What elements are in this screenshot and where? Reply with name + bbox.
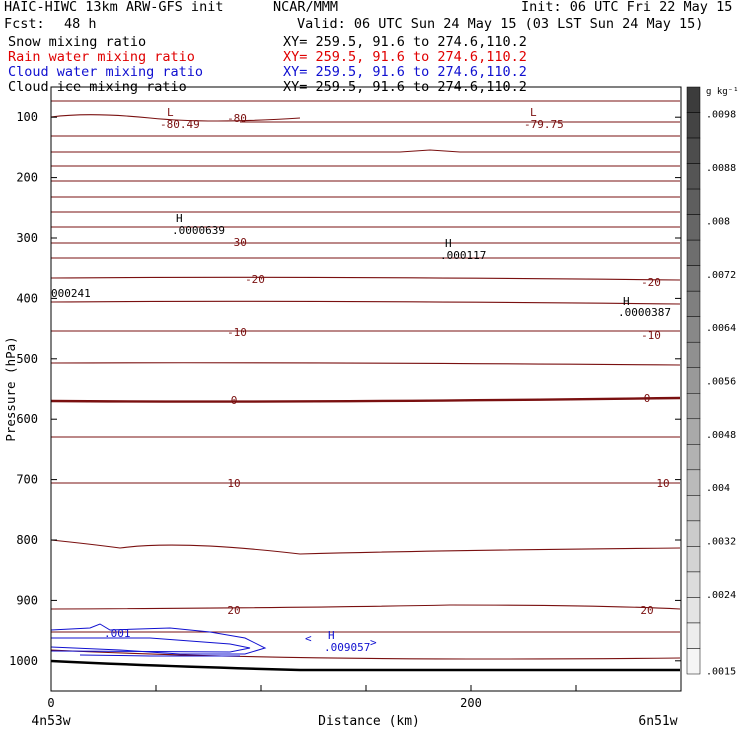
- y-tick-label: 1000: [9, 654, 38, 668]
- y-axis-title: Pressure (hPa): [3, 336, 18, 441]
- colorbar-label: .0024: [706, 590, 736, 601]
- terrain-line: [50, 659, 680, 672]
- isotherm-label: -80: [227, 112, 247, 125]
- y-tick-label: 800: [16, 533, 38, 547]
- x-axis-title: Distance (km): [318, 714, 420, 729]
- colorbar-box: [686, 495, 701, 522]
- org-label: NCAR/MMM: [273, 0, 339, 15]
- low-value: -80.49: [160, 118, 200, 131]
- colorbar-box: [686, 341, 701, 368]
- colorbar-box: [686, 418, 701, 445]
- colorbar-box: [686, 188, 701, 215]
- isotherm-label: -10: [227, 326, 247, 339]
- colorbar-label: .0064: [706, 323, 736, 334]
- colorbar-box: [686, 648, 701, 675]
- colorbar-box: [686, 239, 701, 266]
- x-left-endpoint: 4n53w: [31, 714, 70, 729]
- colorbar-box: [686, 393, 701, 420]
- colorbar-box: [686, 265, 701, 292]
- colorbar-label: .0048: [706, 430, 736, 441]
- high-marker: H: [176, 212, 183, 225]
- colorbar-label: .0015: [706, 666, 736, 677]
- field-rain-xy: XY= 259.5, 91.6 to 274.6,110.2: [283, 49, 527, 65]
- field-cloud-water-xy: XY= 259.5, 91.6 to 274.6,110.2: [283, 64, 527, 80]
- y-tick-label: 600: [16, 412, 38, 426]
- colorbar-box: [686, 316, 701, 343]
- isotherm-label: -20: [245, 273, 265, 286]
- y-tick-label: 700: [16, 473, 38, 487]
- low-marker: L: [530, 106, 537, 119]
- cloud-water-right-marker: >: [370, 636, 377, 649]
- isotherm-label: -30: [227, 236, 247, 249]
- cloud-water-contours: [50, 623, 267, 657]
- high-value: .000117: [440, 249, 486, 262]
- x-axis: 0 200: [47, 685, 682, 710]
- valid-time: Valid: 06 UTC Sun 24 May 15 (03 LST Sun …: [297, 16, 704, 32]
- cloud-water-high-value: .009057: [324, 641, 370, 654]
- y-tick-label: 900: [16, 593, 38, 607]
- high-value: .0000639: [172, 224, 225, 237]
- x-tick-label: 0: [47, 696, 54, 710]
- cloud-water-left-marker: <: [305, 632, 312, 645]
- y-tick-label: 500: [16, 352, 38, 366]
- isotherm-label: 0: [644, 392, 651, 405]
- y-tick-label: 300: [16, 231, 38, 245]
- edge-value-label: 000241: [51, 287, 91, 300]
- colorbar-box: [686, 86, 701, 113]
- field-snow-name: Snow mixing ratio: [8, 34, 147, 50]
- colorbar-label: .0032: [706, 537, 736, 548]
- high-value: .0000387: [618, 306, 671, 319]
- field-cloud-water-name: Cloud water mixing ratio: [8, 64, 204, 80]
- low-value: -79.75: [524, 118, 564, 131]
- isotherm-label: 10: [227, 477, 240, 490]
- isotherm-label: -20: [641, 276, 661, 289]
- colorbar-label: .004: [706, 483, 730, 494]
- y-tick-label: 100: [16, 110, 38, 124]
- plot-frame: [50, 86, 682, 692]
- cloud-water-contour-label: .001: [104, 627, 131, 640]
- colorbar-label: .0056: [706, 377, 736, 388]
- field-snow-xy: XY= 259.5, 91.6 to 274.6,110.2: [283, 34, 527, 50]
- colorbar-box: [686, 597, 701, 624]
- colorbar-box: [686, 444, 701, 471]
- colorbar-box: [686, 367, 701, 394]
- colorbar-box: [686, 163, 701, 190]
- high-marker: H: [623, 295, 630, 308]
- x-tick-label: 200: [460, 696, 482, 710]
- colorbar-box: [686, 546, 701, 573]
- colorbar-label: .0098: [706, 110, 736, 121]
- isotherm-label: 20: [640, 604, 653, 617]
- colorbar-box: [686, 112, 701, 139]
- colorbar-box: [686, 520, 701, 547]
- y-tick-label: 400: [16, 291, 38, 305]
- colorbar-label: .008: [706, 216, 730, 227]
- colorbar-box: [686, 469, 701, 496]
- colorbar-box: [686, 214, 701, 241]
- x-right-endpoint: 6n51w: [638, 714, 677, 729]
- low-marker: L: [167, 106, 174, 119]
- cloud-water-high-marker: H: [328, 629, 335, 642]
- colorbar-box: [686, 290, 701, 317]
- model-title: HAIC-HIWC 13km ARW-GFS init: [4, 0, 224, 15]
- fcst-value: 48 h: [64, 16, 97, 32]
- isotherm-label: -10: [641, 329, 661, 342]
- colorbar-box: [686, 622, 701, 649]
- colorbar: .0098 .0088 .008 .0072 .0064 .0056 .0048 .004 .0…: [686, 86, 736, 677]
- colorbar-label: .0088: [706, 163, 736, 174]
- field-rain-name: Rain water mixing ratio: [8, 49, 195, 65]
- colorbar-label: .0072: [706, 270, 736, 281]
- colorbar-box: [686, 571, 701, 598]
- init-time: Init: 06 UTC Fri 22 May 15: [521, 0, 733, 15]
- isotherm-label: 0: [231, 394, 238, 407]
- isotherm-label: 20: [227, 604, 240, 617]
- high-marker: H: [445, 237, 452, 250]
- colorbar-box: [686, 137, 701, 164]
- isotherm-contours: [50, 100, 681, 660]
- y-tick-label: 200: [16, 171, 38, 185]
- fcst-label: Fcst:: [4, 16, 45, 32]
- isotherm-label: 10: [656, 477, 669, 490]
- colorbar-unit: g kg⁻¹: [706, 87, 739, 97]
